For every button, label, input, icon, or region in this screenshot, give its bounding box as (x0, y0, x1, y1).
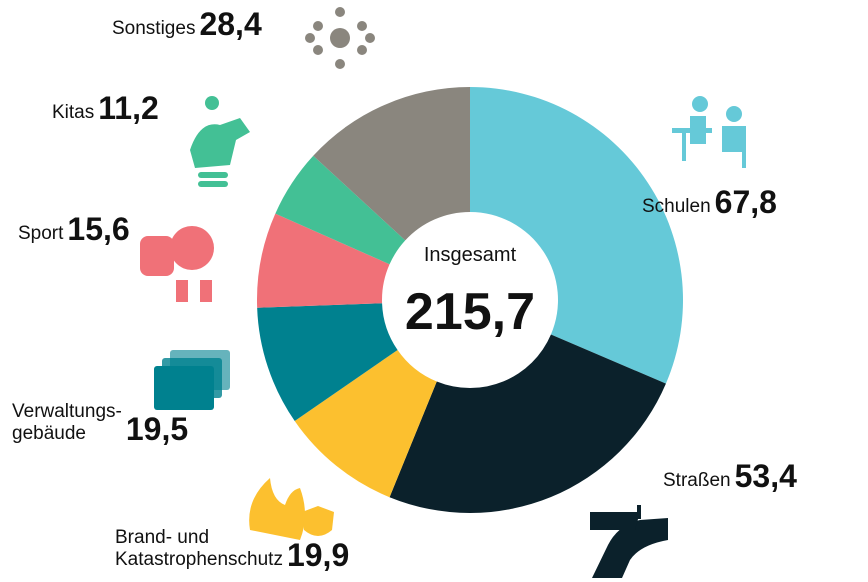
donut-segment (275, 155, 406, 265)
icon-kitas (190, 96, 250, 187)
donut-segment (470, 87, 684, 384)
category-name: Kitas (52, 102, 95, 123)
segment-label: Verwaltungs- gebäude 19,5 (12, 401, 188, 445)
donut-segment (313, 87, 470, 241)
category-name: Sport (18, 223, 64, 244)
category-name: Straßen (663, 470, 731, 491)
value-label: 15,6 (67, 211, 130, 247)
icon-fire (249, 478, 334, 540)
category-name: Brand- und Katastrophenschutz (115, 527, 283, 570)
donut-segment (389, 334, 666, 513)
value-label: 19,5 (125, 411, 189, 447)
value-label: 11,2 (98, 90, 159, 126)
segment-label: Sonstiges 28,4 (112, 8, 262, 40)
segment-label: Brand- und Katastrophenschutz 19,9 (115, 527, 349, 571)
center-title: Insgesamt (423, 244, 517, 266)
icon-folders (154, 350, 230, 410)
donut-segment (257, 303, 398, 421)
category-name: Schulen (642, 196, 711, 217)
icon-network (305, 7, 375, 69)
segment-label: Straßen 53,4 (663, 460, 797, 492)
value-label: 67,8 (714, 184, 777, 220)
segment-label: Schulen 67,8 (642, 186, 777, 218)
category-name: Sonstiges (112, 18, 196, 39)
value-label: 28,4 (199, 6, 262, 42)
category-name: Verwaltungs- gebäude (12, 401, 122, 444)
icon-school (672, 96, 746, 168)
donut-segment (257, 213, 390, 308)
center-total: 215,7 (404, 283, 536, 341)
segment-label: Sport 15,6 (18, 213, 130, 245)
icon-sport (140, 226, 214, 302)
icon-road (590, 505, 668, 578)
donut-segment (294, 349, 437, 498)
segment-label: Kitas 11,2 (52, 92, 159, 124)
icons (140, 7, 746, 578)
value-label: 53,4 (734, 458, 797, 494)
value-label: 19,9 (286, 537, 350, 573)
